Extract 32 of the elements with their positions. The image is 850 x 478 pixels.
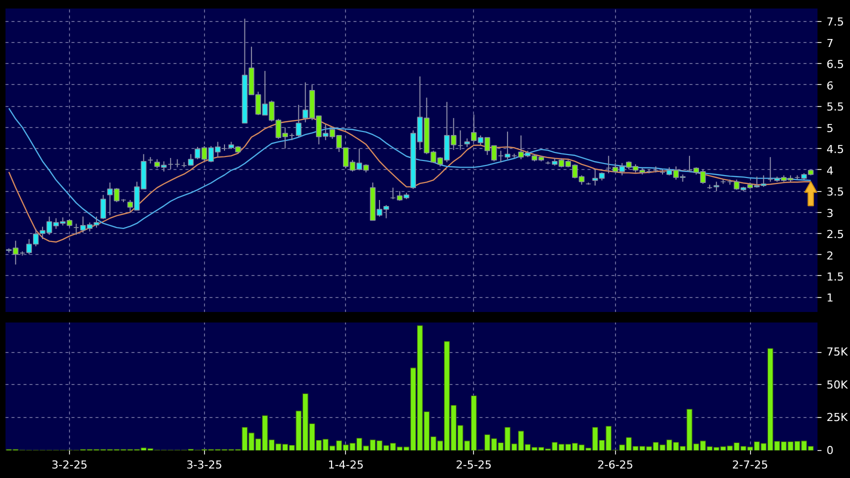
candlestick [100,194,106,220]
candlestick [458,130,464,150]
y-tick-label: 7 [826,36,834,50]
candlestick [706,184,713,190]
y-tick-label: 6.5 [826,58,844,72]
candlestick [168,157,174,170]
y-tick-label: 75K [826,346,848,359]
y-tick-label: 0 [826,444,834,457]
x-tick-label: 1-4-25 [328,458,364,472]
y-tick-label: 7.5 [826,16,844,29]
y-tick-label: 1.5 [826,270,844,284]
y-tick-label: 4.5 [826,143,844,156]
y-tick-label: 25K [826,411,848,424]
x-tick-label: 3-3-25 [186,458,222,472]
y-tick-label: 3 [826,206,834,220]
y-tick-label: 3.5 [826,186,844,199]
y-tick-label: 4 [826,164,834,178]
x-tick-label: 2-6-25 [597,458,634,472]
y-tick-label: 2.5 [826,228,844,242]
y-tick-label: 2 [826,249,834,262]
x-tick-label: 3-2-25 [52,458,88,472]
candlestick [652,166,659,173]
candlestick [714,181,720,192]
y-tick-label: 50K [826,378,848,392]
candlestick [174,158,180,168]
y-tick-label: 5.5 [826,100,844,114]
x-tick-label: 2-7-25 [732,458,768,472]
candlestick [720,179,726,184]
x-tick-label: 2-5-25 [456,458,492,472]
y-tick-label: 6 [826,79,834,92]
y-tick-label: 1 [826,292,834,305]
y-tick-label: 5 [826,122,834,135]
